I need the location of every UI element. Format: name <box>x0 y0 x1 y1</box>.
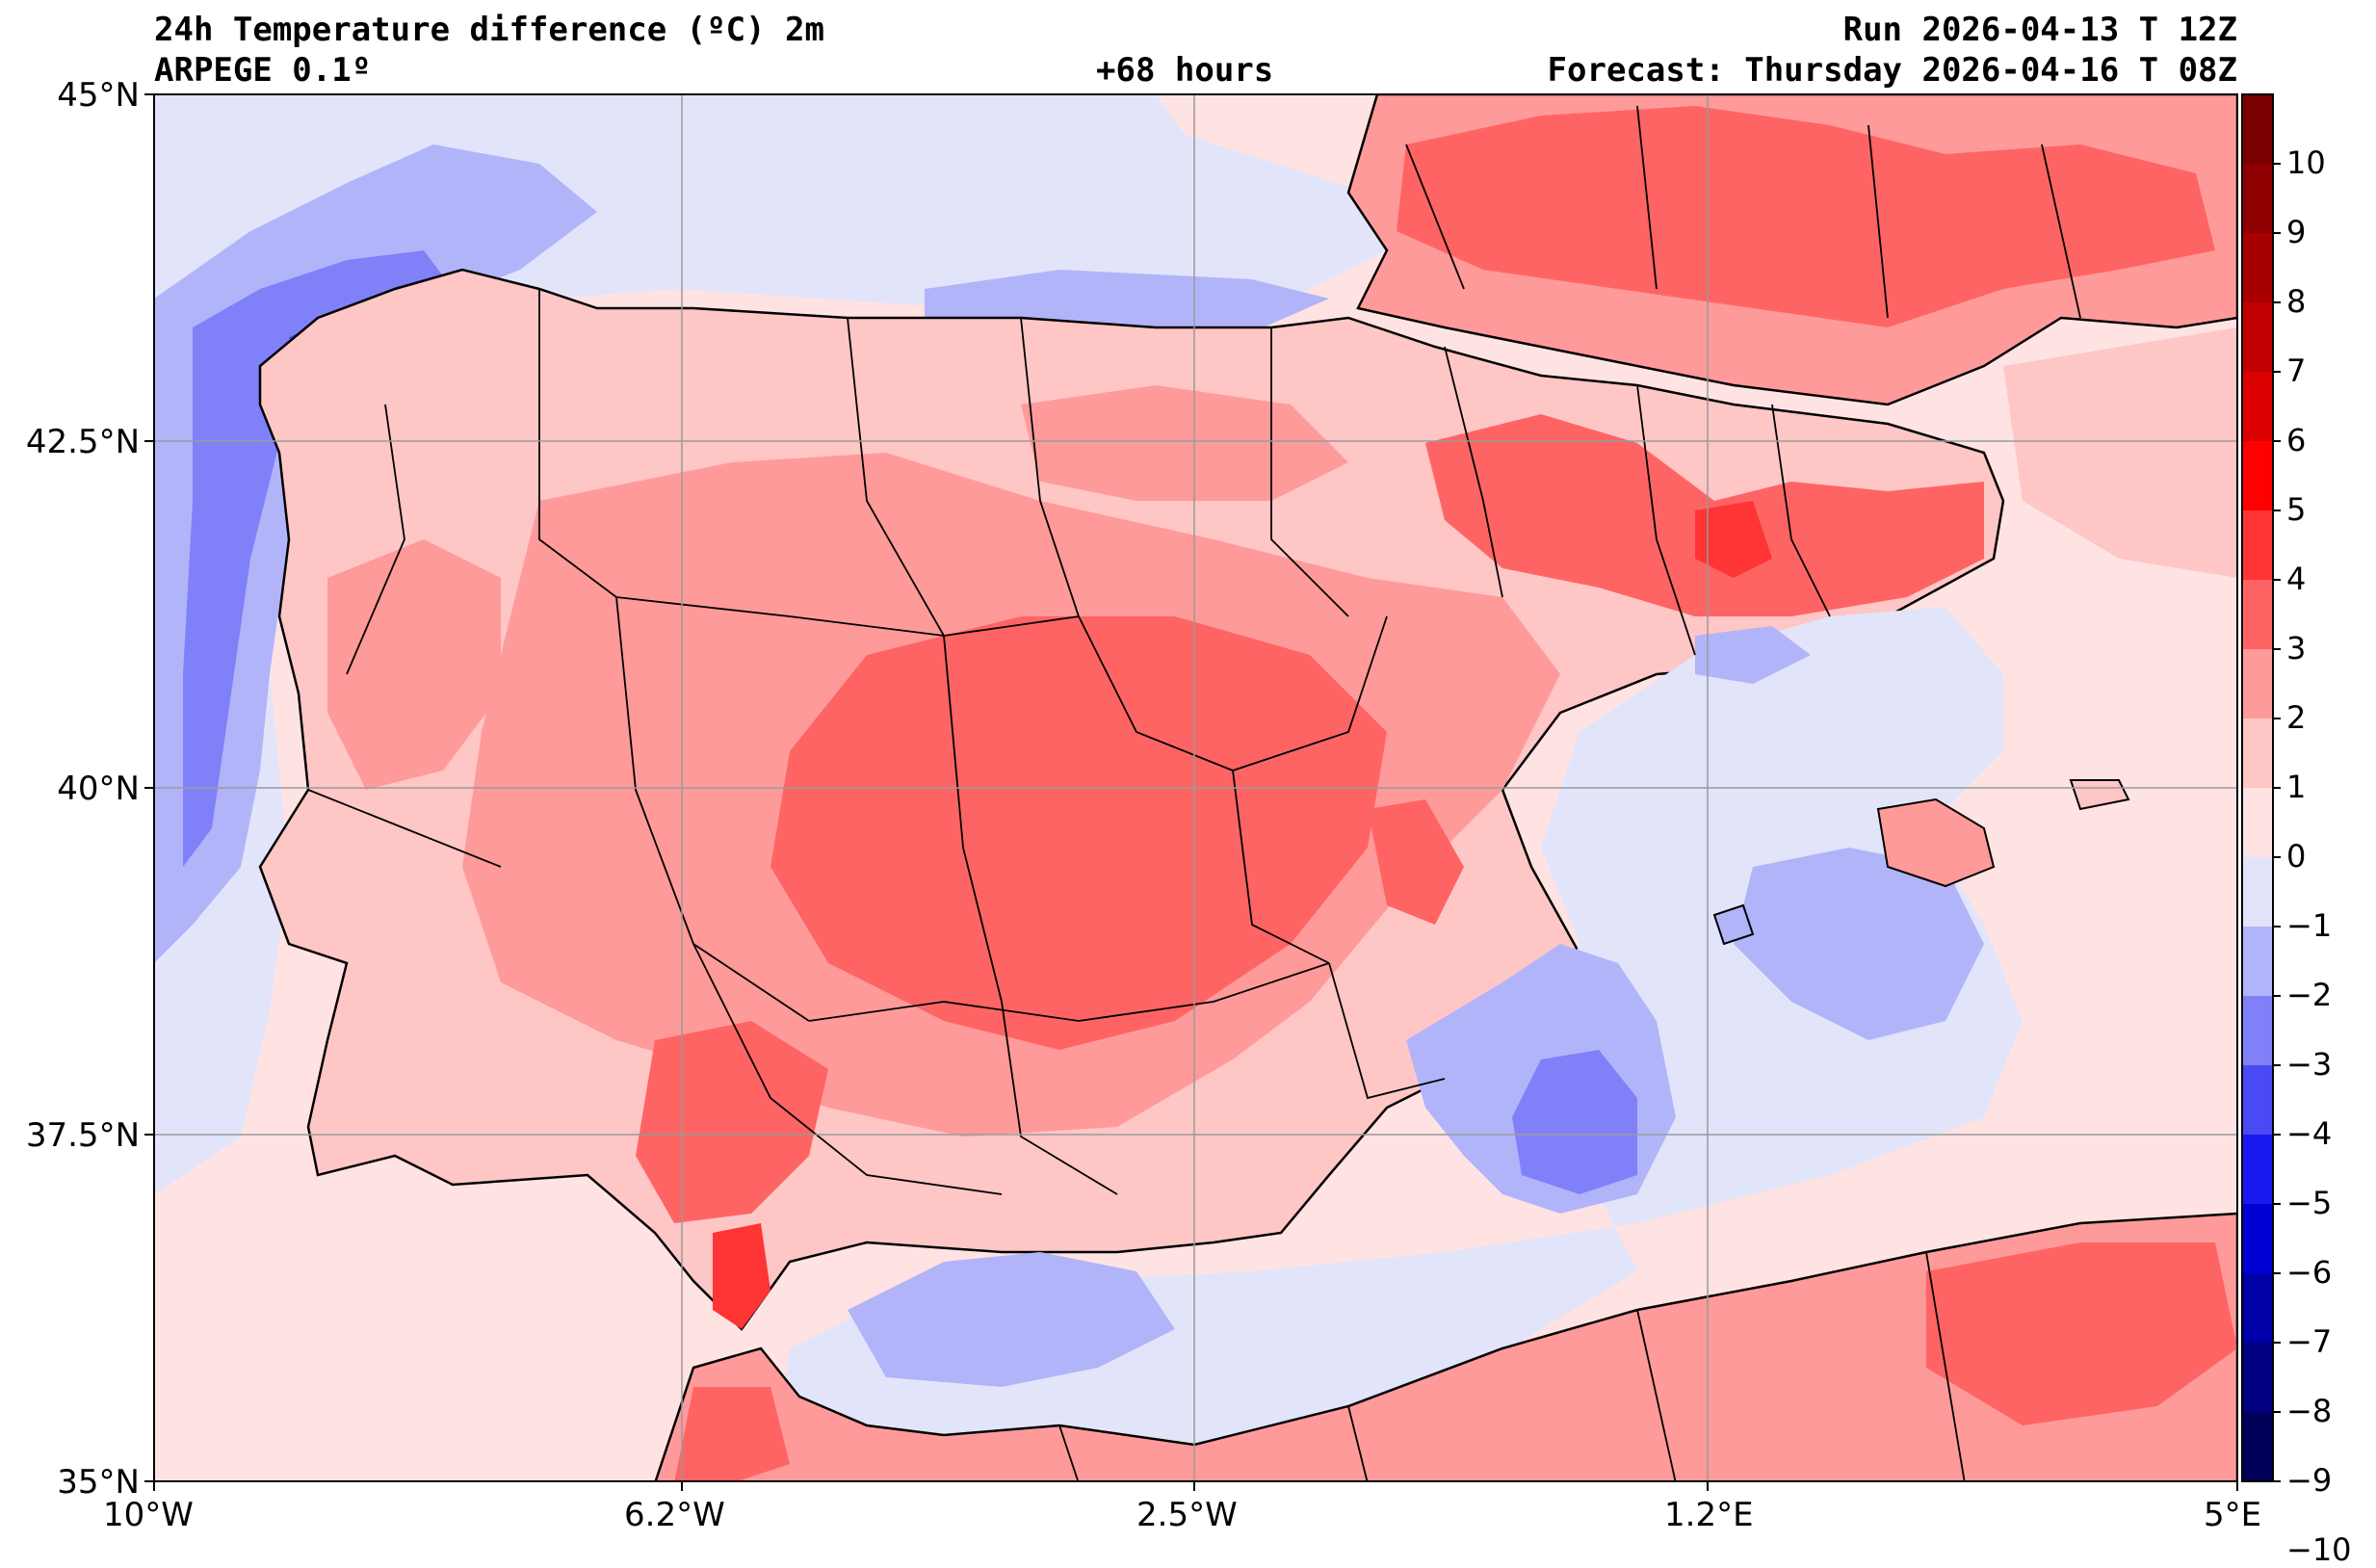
colorbar-label: 7 <box>2286 353 2307 389</box>
cadiz-peak <box>713 1223 770 1329</box>
colorbar-swatch <box>2242 302 2273 373</box>
cantabrian-cool <box>925 270 1329 332</box>
colorbar-label: −8 <box>2286 1393 2333 1429</box>
med-cool <box>770 607 2023 1481</box>
lon-label-5e: 5°E <box>2204 1496 2262 1534</box>
colorbar-swatch <box>2242 1204 2273 1274</box>
colorbar-swatch <box>2242 1343 2273 1413</box>
lat-label-45n: 45°N <box>57 76 140 115</box>
lon-label-10w: 10°W <box>103 1496 194 1534</box>
france-hot <box>1397 106 2215 327</box>
map-panel <box>154 94 2237 1481</box>
colorbar-swatch <box>2242 1273 2273 1344</box>
colorbar-label: 9 <box>2286 214 2307 250</box>
colorbar-label: 1 <box>2286 769 2307 805</box>
colorbar-swatch <box>2242 441 2273 511</box>
catalonia-peak <box>1695 501 1772 578</box>
map-title: 24h Temperature difference (ºC) 2m <box>154 11 824 49</box>
north-africa-hot <box>674 1387 790 1481</box>
graticule <box>154 94 2237 1481</box>
colorbar-swatch <box>2242 788 2273 858</box>
colorbar-swatch <box>2242 1412 2273 1482</box>
colorbar-swatch <box>2242 510 2273 581</box>
colorbar-swatch <box>2242 1065 2273 1136</box>
colorbar-swatch <box>2242 857 2273 928</box>
colorbar-label: 8 <box>2286 283 2307 320</box>
lat-label-37-5n: 37.5°N <box>25 1116 140 1155</box>
west-warm <box>327 539 501 790</box>
north-africa-land <box>654 1212 2237 1481</box>
colorbar-swatch <box>2242 94 2273 165</box>
colorbar-label: 6 <box>2286 422 2307 458</box>
colorbar-label: −4 <box>2286 1115 2333 1152</box>
admin-boundaries <box>307 105 2081 1481</box>
colorbar-swatch <box>2242 164 2273 234</box>
colorbar-label: −3 <box>2286 1046 2333 1083</box>
mallorca <box>1876 797 1996 888</box>
lat-label-35n: 35°N <box>57 1463 140 1502</box>
north-warm <box>1021 385 1348 501</box>
lat-label-42-5n: 42.5°N <box>25 423 140 461</box>
gulf-lion-warm <box>2003 327 2237 578</box>
colorbar-label: −1 <box>2286 907 2333 944</box>
ebro-delta-cold <box>1695 626 1811 684</box>
lon-label-1-2e: 1.2°E <box>1664 1496 1754 1534</box>
colorbar-swatch <box>2242 580 2273 650</box>
ibiza <box>1712 903 1755 946</box>
model-name: ARPEGE 0.1º <box>154 51 372 90</box>
balearic-cold <box>1734 848 1984 1040</box>
colorbar-swatch <box>2242 233 2273 303</box>
colorbar-swatch <box>2242 372 2273 442</box>
colorbar-swatch <box>2242 649 2273 719</box>
colorbar-label: −6 <box>2286 1254 2333 1291</box>
colorbar-swatch <box>2242 719 2273 789</box>
colorbar-swatch <box>2242 996 2273 1066</box>
colorbar-swatch <box>2242 1135 2273 1205</box>
lead-time: +68 hours <box>1096 51 1274 90</box>
colorbar-label: −7 <box>2286 1323 2333 1360</box>
colorbar-label: −2 <box>2286 977 2333 1013</box>
colorbar-label: 5 <box>2286 491 2307 528</box>
colorbar-label: 3 <box>2286 630 2307 666</box>
colorbar-label: 0 <box>2286 838 2307 875</box>
colorbar-label: −5 <box>2286 1185 2333 1221</box>
atlantic-cool-area <box>154 94 1387 1194</box>
colorbar-label: −10 <box>2286 1531 2352 1568</box>
valencia-hot <box>1368 799 1464 925</box>
colorbar-label: −9 <box>2286 1462 2333 1499</box>
colorbar-label: 2 <box>2286 699 2307 736</box>
colorbar <box>2241 93 2281 1482</box>
med-cold-core <box>1512 1050 1637 1194</box>
colorbar-label: 4 <box>2286 561 2307 597</box>
run-time: Run 2026-04-13 T 12Z <box>1842 11 2237 49</box>
colorbar-swatch <box>2242 927 2273 997</box>
southwest-hot <box>636 1021 828 1223</box>
central-hot <box>770 616 1387 1050</box>
lon-label-6-2w: 6.2°W <box>624 1496 725 1534</box>
alboran-cold <box>848 1252 1175 1387</box>
forecast-time: Forecast: Thursday 2026-04-16 T 08Z <box>1547 51 2237 90</box>
lon-label-2-5w: 2.5°W <box>1136 1496 1238 1534</box>
lat-label-40n: 40°N <box>57 770 140 808</box>
galicia-cold-core <box>183 250 453 867</box>
colorbar-label: 10 <box>2286 144 2326 181</box>
axis-ticks <box>144 93 2238 1491</box>
east-africa-hot <box>1926 1242 2237 1425</box>
